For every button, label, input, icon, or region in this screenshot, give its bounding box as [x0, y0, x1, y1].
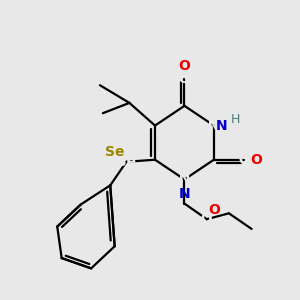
Text: Se: Se [106, 146, 125, 159]
Text: O: O [178, 59, 190, 74]
Text: N: N [169, 172, 200, 186]
Text: N: N [178, 187, 190, 201]
Text: Se: Se [102, 155, 151, 169]
Text: O: O [229, 153, 260, 167]
Text: N: N [215, 118, 227, 133]
Text: O: O [191, 212, 223, 226]
Text: O: O [250, 153, 262, 167]
Text: O: O [169, 72, 200, 86]
Text: N: N [198, 118, 230, 133]
Text: H: H [231, 113, 240, 126]
Text: O: O [208, 203, 220, 217]
